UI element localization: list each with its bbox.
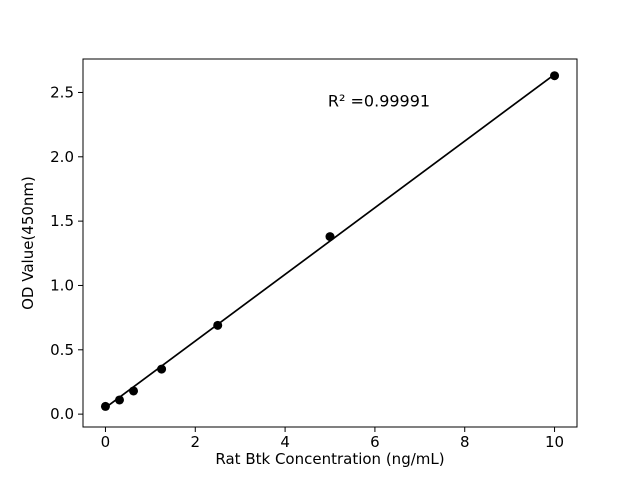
y-axis-label: OD Value(450nm) — [19, 176, 37, 310]
data-point — [550, 71, 560, 81]
data-point — [325, 232, 335, 242]
y-tick-label: 1.5 — [50, 212, 74, 230]
y-tick-label: 0.0 — [50, 405, 74, 423]
y-tick-label: 0.5 — [50, 341, 74, 359]
y-tick-label: 1.0 — [50, 276, 74, 294]
x-tick-label: 2 — [190, 433, 200, 451]
y-tick-label: 2.0 — [50, 148, 74, 166]
data-point — [157, 364, 167, 374]
axes-spines — [82, 58, 578, 428]
data-point — [213, 320, 223, 330]
data-point — [100, 401, 110, 411]
x-tick-label: 0 — [101, 433, 111, 451]
x-tick-label: 6 — [370, 433, 380, 451]
x-axis-label: Rat Btk Concentration (ng/mL) — [215, 450, 445, 468]
data-point — [114, 395, 124, 405]
x-tick-label: 4 — [280, 433, 290, 451]
x-tick-label: 10 — [545, 433, 564, 451]
y-tick-label: 2.5 — [50, 83, 74, 101]
fit-line — [104, 73, 556, 409]
r-squared-annotation: R² =0.99991 — [327, 91, 431, 111]
data-point — [129, 386, 139, 396]
x-tick-label: 8 — [460, 433, 470, 451]
